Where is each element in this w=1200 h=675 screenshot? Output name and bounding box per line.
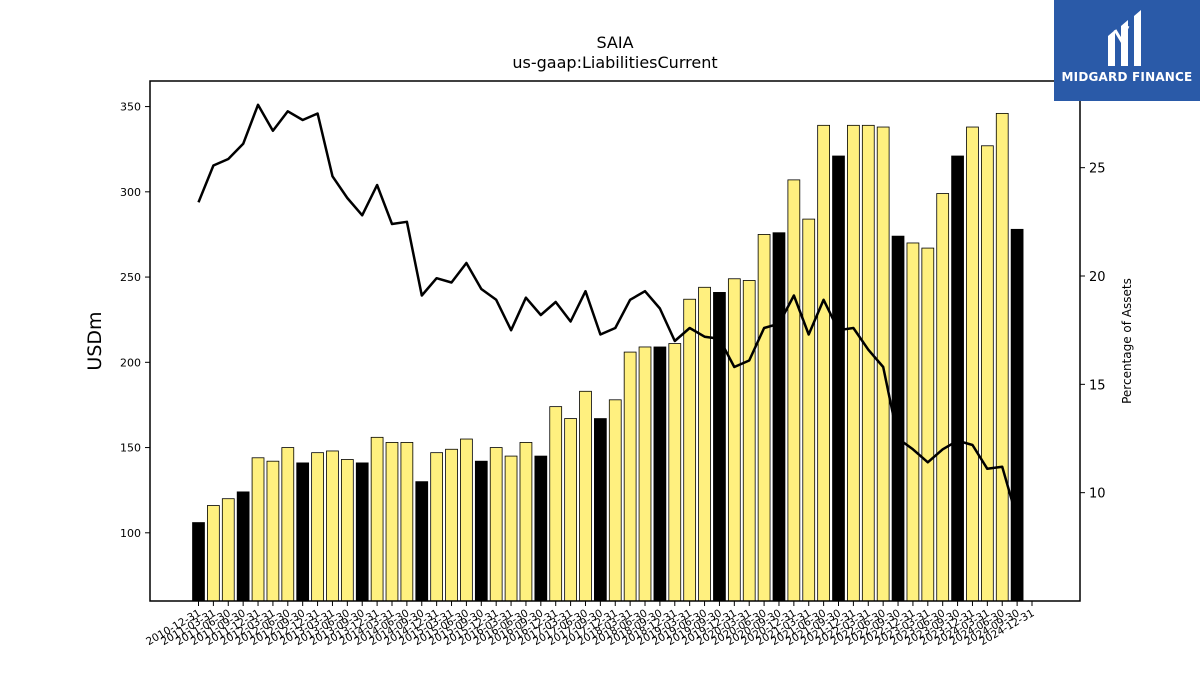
bar: [355, 462, 369, 602]
bar: [623, 351, 637, 602]
bar: [400, 442, 414, 602]
midgard-logo-icon: [1108, 10, 1141, 66]
y-tick-label: 200: [120, 356, 141, 369]
bar: [221, 498, 235, 602]
y-axis-ticks: 100 150 200 250 300 350: [120, 101, 150, 540]
bar: [906, 242, 920, 602]
bar: [326, 450, 339, 602]
bar: [489, 447, 503, 602]
y-tick-label: 100: [120, 527, 141, 540]
bar: [236, 491, 250, 602]
bar: [385, 442, 399, 602]
bar: [638, 346, 652, 602]
bar: [579, 390, 592, 602]
y-tick-label: 250: [120, 271, 141, 284]
bar: [549, 406, 563, 602]
x-axis-ticks: 2010-12-312011-03-312011-06-302011-09-30…: [144, 601, 1037, 648]
y-tick-label: 150: [120, 442, 141, 455]
bar: [832, 155, 845, 602]
y2-axis-ticks: 10 15 20 25: [1080, 162, 1106, 502]
brand-logo: MIDGARD FINANCE: [1054, 0, 1200, 101]
y-tick-label: 350: [120, 101, 141, 114]
bar: [207, 505, 220, 602]
y2-tick-label: 10: [1089, 487, 1106, 502]
chart-title: SAIA: [596, 33, 633, 52]
bar: [995, 112, 1009, 602]
bar: [594, 418, 607, 602]
bar: [727, 278, 741, 602]
bar: [534, 455, 548, 602]
bar: [683, 298, 697, 602]
bar: [504, 455, 518, 602]
bar: [474, 460, 488, 602]
bar: [653, 346, 667, 602]
bar: [921, 247, 935, 602]
bar: [311, 452, 324, 602]
bar: [936, 193, 950, 602]
chart-subtitle: us-gaap:LiabilitiesCurrent: [512, 53, 717, 72]
bar: [296, 462, 310, 602]
bar: [802, 218, 816, 602]
y2-axis-label: Percentage of Assets: [1120, 278, 1134, 404]
bar: [668, 343, 682, 602]
bar: [861, 124, 875, 602]
bar: [757, 234, 771, 602]
plot-frame: [149, 80, 1081, 602]
bar: [742, 280, 756, 602]
bar: [266, 460, 280, 602]
bar: [966, 126, 979, 602]
bar: [430, 452, 443, 602]
bar: [951, 155, 964, 602]
bar: [370, 436, 384, 602]
y2-tick-label: 20: [1089, 270, 1106, 285]
y2-tick-label: 25: [1089, 162, 1106, 177]
y2-tick-label: 15: [1089, 378, 1106, 393]
bar: [192, 522, 205, 602]
bar: [817, 124, 830, 602]
bar: [772, 232, 786, 602]
bar: [519, 442, 533, 602]
bar: [251, 457, 265, 602]
bar: [460, 438, 473, 602]
bar: [415, 481, 429, 602]
bar: [340, 459, 354, 602]
brand-name: MIDGARD FINANCE: [1061, 70, 1193, 84]
y-tick-label: 300: [120, 186, 141, 199]
bar: [608, 399, 622, 602]
bar: [564, 418, 577, 602]
bar: [980, 145, 994, 602]
bar: [847, 124, 860, 602]
line-path: [197, 103, 1019, 520]
bar: [1010, 228, 1024, 602]
bar: [281, 447, 295, 602]
bar: [787, 179, 801, 602]
bar-series: [192, 112, 1024, 602]
bar: [445, 448, 458, 602]
line-series: [197, 103, 1019, 520]
y-axis-label: USDm: [84, 311, 106, 370]
